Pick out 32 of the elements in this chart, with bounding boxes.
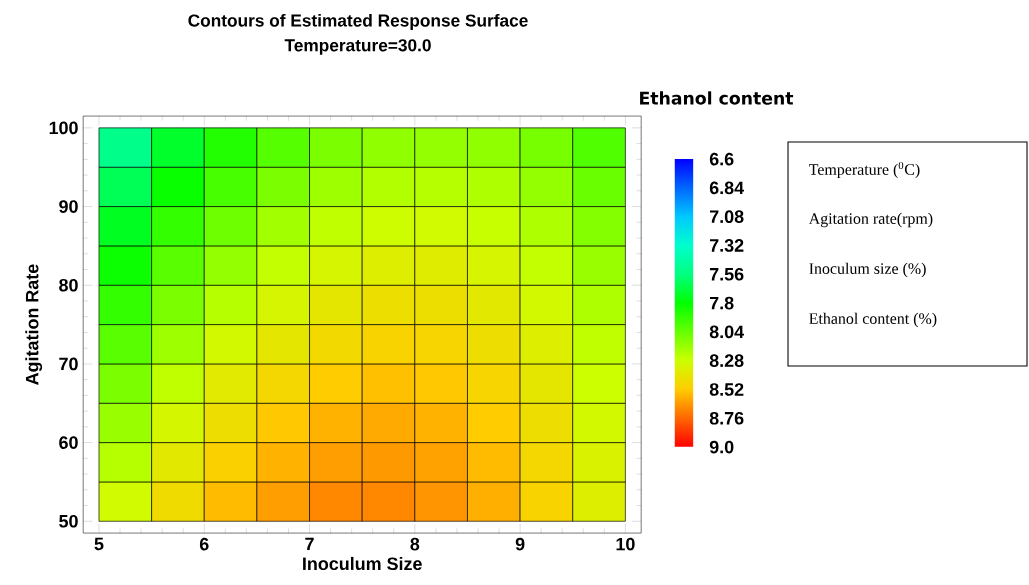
text: Ethanol content (%) <box>809 312 937 328</box>
chart-title: Contours of Estimated Response Surface <box>188 13 528 31</box>
y-tick-label: 90 <box>59 200 78 213</box>
x-axis-title: Inoculum Size <box>303 556 422 571</box>
color-bar-label: 7.8 <box>709 296 734 310</box>
y-tick-label: 80 <box>59 278 78 292</box>
text: Temperature ($^{0}$C) <box>809 161 920 179</box>
color-bar-label: 7.32 <box>709 239 744 252</box>
color-bar-label: 7.08 <box>709 210 744 224</box>
y-axis-title: Agitation Rate <box>25 264 43 385</box>
x-tick-label: 7 <box>305 537 314 551</box>
y-tick-label: 70 <box>59 357 78 371</box>
x-tick-label: 10 <box>616 537 635 551</box>
color-bar-label: 7.56 <box>709 267 744 281</box>
color-bar-label: 6.6 <box>709 152 734 166</box>
text: Agitation rate(rpm) <box>808 212 933 228</box>
text: Inoculum size (%) <box>809 262 926 278</box>
color-bar-label: 8.04 <box>709 325 745 339</box>
y-tick-label: 50 <box>59 514 78 528</box>
chart-subtitle: Temperature=30.0 <box>284 39 431 55</box>
color-bar-label: 8.52 <box>709 383 744 396</box>
y-tick-label: 60 <box>59 436 78 449</box>
y-tick-label: 100 <box>49 121 78 135</box>
color-bar-title: Ethanol content <box>640 91 794 105</box>
x-tick-label: 9 <box>515 537 525 551</box>
color-bar-label: 8.76 <box>709 411 744 425</box>
x-tick-label: 6 <box>199 537 209 551</box>
color-bar-label: 9.0 <box>709 440 734 454</box>
color-bar-label: 8.28 <box>709 354 744 368</box>
color-bar-label: 6.84 <box>709 181 745 195</box>
x-tick-label: 5 <box>94 537 104 551</box>
x-tick-label: 8 <box>410 537 420 551</box>
